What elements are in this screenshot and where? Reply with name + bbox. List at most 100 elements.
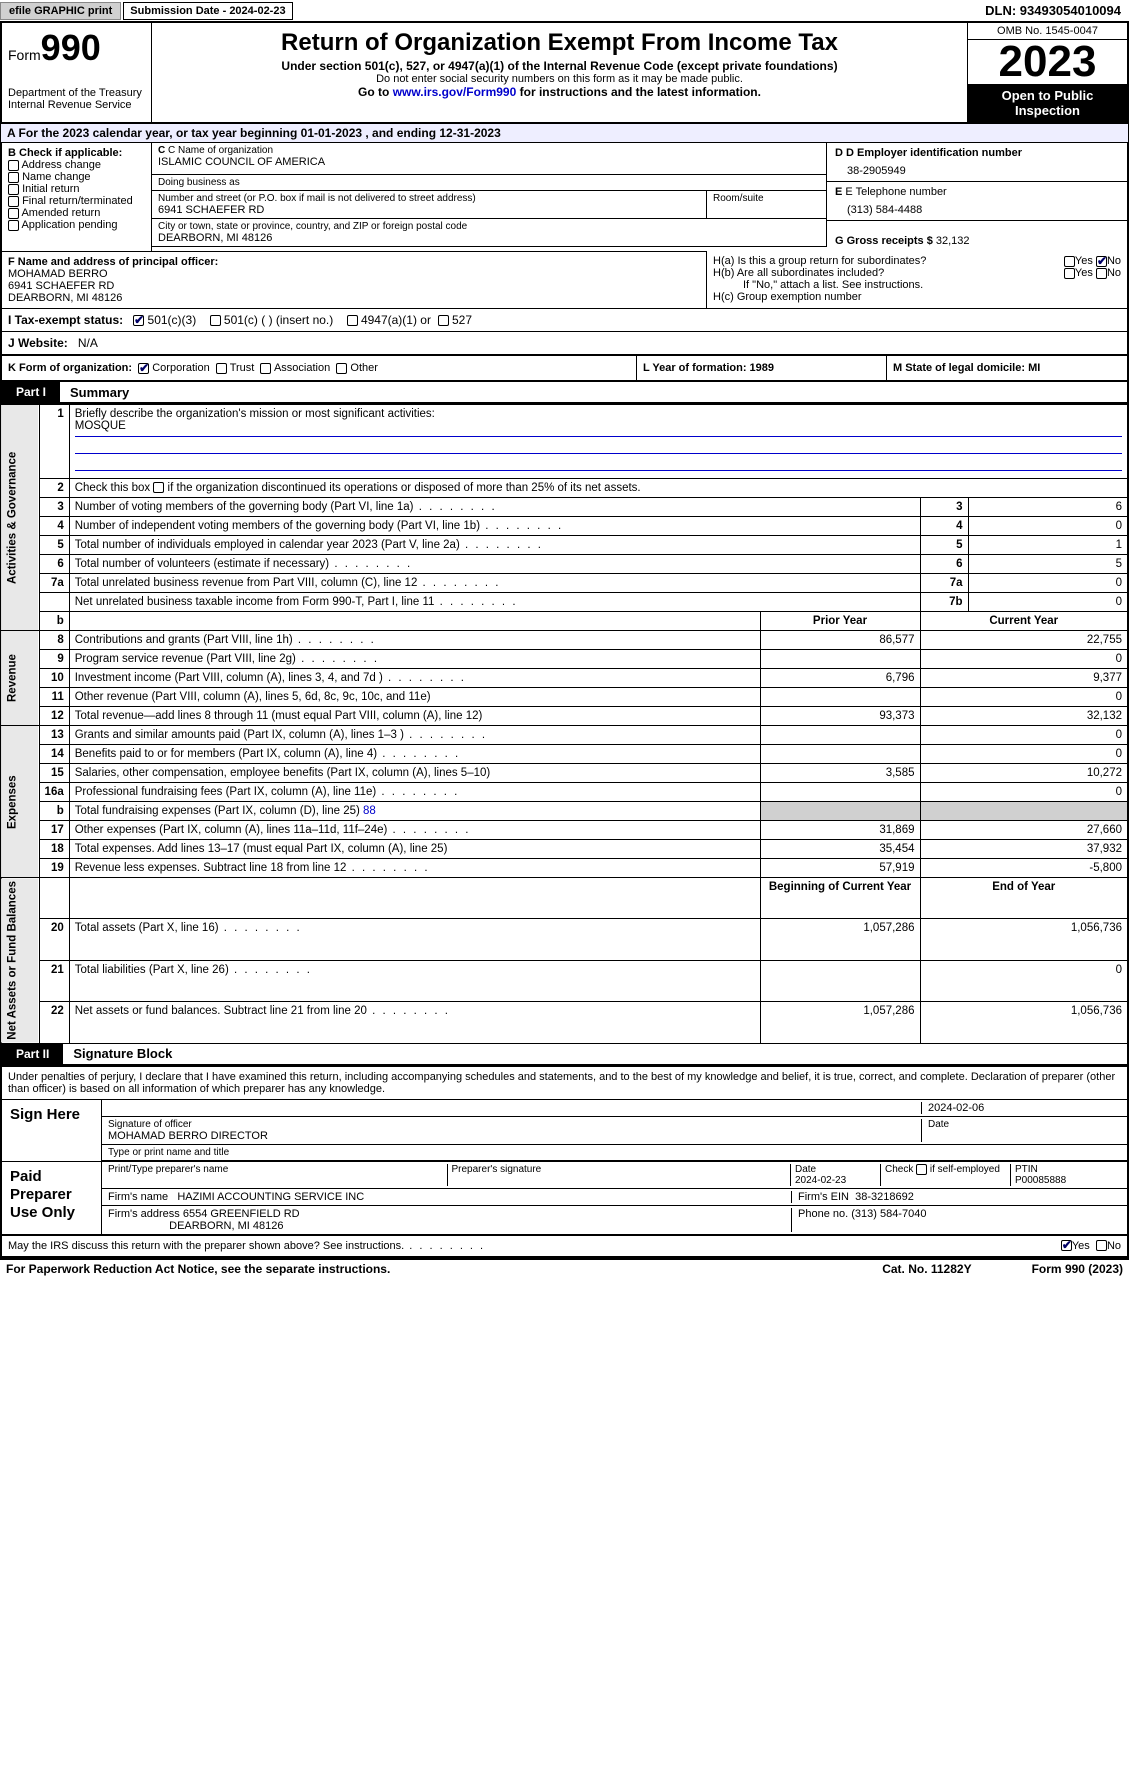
row-j: J Website: N/A [0,331,1129,355]
street-value: 6941 SCHAEFER RD [158,204,700,216]
val4: 0 [968,517,1128,536]
officer-addr1: 6941 SCHAEFER RD [8,280,700,292]
form-number: Form990 [8,27,145,69]
chk-discuss-no[interactable] [1096,1240,1107,1251]
val7b: 0 [968,593,1128,612]
val6: 5 [968,555,1128,574]
part-i-header: Part I Summary [0,382,1129,404]
dln-label: DLN: 93493054010094 [985,3,1129,18]
street-label: Number and street (or P.O. box if mail i… [158,193,700,204]
line2: Check this box if the organization disco… [69,479,1128,498]
hb-note: If "No," attach a list. See instructions… [713,279,1121,291]
ein-value: 38-2905949 [835,159,1119,177]
line4: Number of independent voting members of … [69,517,920,536]
footer-bar: For Paperwork Reduction Act Notice, see … [0,1258,1129,1278]
phone-label: E E Telephone number [835,186,1119,198]
state-domicile: M State of legal domicile: MI [887,356,1127,380]
chk-trust[interactable] [216,363,227,374]
row-i: I Tax-exempt status: 501(c)(3) 501(c) ( … [0,308,1129,331]
line1-value: MOSQUE [75,420,126,432]
submission-date: Submission Date - 2024-02-23 [123,2,292,20]
dept-label: Department of the Treasury [8,87,145,99]
irs-link[interactable]: www.irs.gov/Form990 [393,85,517,99]
fundraising-link[interactable]: 88 [363,805,376,817]
chk-other[interactable] [336,363,347,374]
form-link-row: Go to www.irs.gov/Form990 for instructio… [158,85,961,99]
chk-hb-no[interactable] [1096,268,1107,279]
form-subtitle-2: Do not enter social security numbers on … [158,73,961,85]
hc-label: H(c) Group exemption number [713,291,1121,303]
vlabel-net-assets: Net Assets or Fund Balances [1,878,39,1044]
chk-discuss-yes[interactable] [1061,1240,1072,1251]
row-k-l-m: K Form of organization: Corporation Trus… [0,355,1129,382]
chk-self-employed[interactable] [916,1164,927,1175]
perjury-declaration: Under penalties of perjury, I declare th… [2,1067,1127,1100]
top-bar: efile GRAPHIC print Submission Date - 20… [0,0,1129,22]
year-formation: L Year of formation: 1989 [637,356,887,380]
box-b-title: B Check if applicable: [8,147,145,159]
officer-addr2: DEARBORN, MI 48126 [8,292,700,304]
chk-app-pending[interactable] [8,220,19,231]
ein-label: D D Employer identification number [835,147,1119,159]
vlabel-revenue: Revenue [1,631,39,726]
part-ii-header: Part II Signature Block [0,1044,1129,1066]
chk-hb-yes[interactable] [1064,268,1075,279]
line7b: Net unrelated business taxable income fr… [69,593,920,612]
chk-ha-no[interactable] [1096,256,1107,267]
row-f-h: F Name and address of principal officer:… [0,251,1129,308]
officer-name: MOHAMAD BERRO [8,268,700,280]
summary-table: Activities & Governance 1 Briefly descri… [0,404,1129,1044]
line6: Total number of volunteers (estimate if … [69,555,920,574]
public-inspection: Open to Public Inspection [968,84,1127,122]
chk-ha-yes[interactable] [1064,256,1075,267]
chk-corp[interactable] [138,363,149,374]
row-a-tax-year: A For the 2023 calendar year, or tax yea… [0,124,1129,143]
chk-4947[interactable] [347,315,358,326]
form-subtitle-1: Under section 501(c), 527, or 4947(a)(1)… [158,59,961,73]
sig-date: 2024-02-06 [921,1102,1121,1114]
chk-discontinued[interactable] [153,482,164,493]
block-b-through-g: B Check if applicable: Address change Na… [0,143,1129,251]
vlabel-expenses: Expenses [1,726,39,878]
type-print-label: Type or print name and title [102,1145,1127,1161]
dba-label: Doing business as [152,174,826,188]
line5: Total number of individuals employed in … [69,536,920,555]
chk-501c3[interactable] [133,315,144,326]
city-value: DEARBORN, MI 48126 [158,232,820,244]
discuss-row: May the IRS discuss this return with the… [0,1236,1129,1258]
org-name-label: C C Name of organization [158,145,820,156]
chk-assoc[interactable] [260,363,271,374]
sign-here-label: Sign Here [2,1100,102,1161]
form-header: Form990 Department of the Treasury Inter… [0,22,1129,124]
chk-527[interactable] [438,315,449,326]
line1-label: Briefly describe the organization's miss… [75,408,435,420]
efile-print-button[interactable]: efile GRAPHIC print [0,2,121,20]
vlabel-governance: Activities & Governance [1,405,39,631]
gross-receipts-value: 32,132 [936,235,970,247]
hb-label: H(b) Are all subordinates included? [713,267,1064,279]
room-label: Room/suite [713,193,820,204]
chk-final-return[interactable] [8,196,19,207]
irs-label: Internal Revenue Service [8,99,145,111]
officer-label: F Name and address of principal officer: [8,256,700,268]
signature-block: Under penalties of perjury, I declare th… [0,1066,1129,1236]
sig-officer-label: Signature of officer MOHAMAD BERRO DIREC… [108,1119,921,1142]
val3: 6 [968,498,1128,517]
gross-receipts-label: G Gross receipts $ [835,235,933,247]
tax-year: 2023 [968,40,1127,84]
org-name: ISLAMIC COUNCIL OF AMERICA [158,156,820,168]
city-label: City or town, state or province, country… [158,221,820,232]
chk-501c[interactable] [210,315,221,326]
chk-amended[interactable] [8,208,19,219]
val7a: 0 [968,574,1128,593]
hdr-prior: Prior Year [760,612,920,631]
form-title: Return of Organization Exempt From Incom… [158,29,961,57]
line3: Number of voting members of the governin… [69,498,920,517]
chk-initial-return[interactable] [8,184,19,195]
line7a: Total unrelated business revenue from Pa… [69,574,920,593]
paid-preparer-label: Paid Preparer Use Only [2,1162,102,1234]
chk-address-change[interactable] [8,160,19,171]
chk-name-change[interactable] [8,172,19,183]
ha-label: H(a) Is this a group return for subordin… [713,255,1064,267]
phone-value: (313) 584-4488 [835,198,1119,216]
